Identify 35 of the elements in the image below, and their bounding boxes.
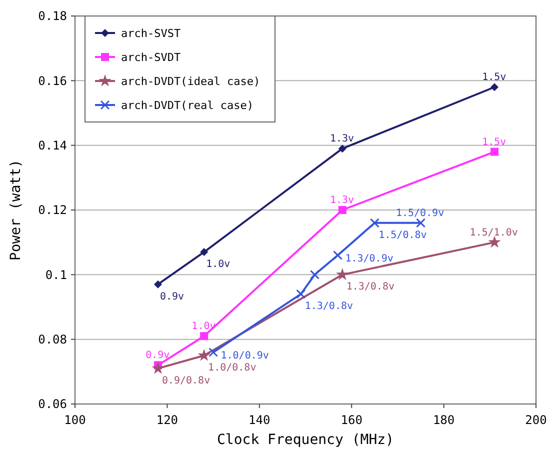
annotation: 1.3v <box>330 134 354 145</box>
x-tick-label: 140 <box>248 413 270 427</box>
x-tick-label: 100 <box>64 413 86 427</box>
legend-label: arch-SVST <box>121 26 181 40</box>
annotation: 1.3v <box>330 195 354 206</box>
y-tick-label: 0.16 <box>38 74 67 88</box>
y-tick-label: 0.1 <box>45 268 67 282</box>
annotation: 1.3/0.8v <box>304 301 354 312</box>
y-axis-title: Power (watt) <box>8 159 24 261</box>
annotation: 1.3/0.8v <box>346 282 395 293</box>
y-tick-label: 0.18 <box>38 9 67 24</box>
annotation: 1.5/1.0v <box>470 227 518 238</box>
y-tick-label: 0.14 <box>38 138 67 153</box>
annotation: 1.5v <box>482 136 506 148</box>
annotation: 1.5/0.8v <box>378 230 427 241</box>
annotation: 1.0/0.8v <box>208 362 256 374</box>
legend-label: arch-DVDT(real case) <box>121 98 254 112</box>
x-tick-label: 160 <box>340 413 362 427</box>
annotation: 0.9/0.8v <box>162 375 210 386</box>
y-tick-label: 0.06 <box>38 397 67 412</box>
x-axis-title: Clock Frequency (MHz) <box>216 432 394 448</box>
annotation: 1.5/0.9v <box>396 208 444 219</box>
annotation: 1.5v <box>482 72 506 84</box>
annotation: 1.0v <box>206 259 230 270</box>
legend-label: arch-SVDT <box>121 50 181 64</box>
legend-label: arch-DVDT(ideal case) <box>121 74 260 88</box>
x-tick-label: 200 <box>525 413 547 427</box>
annotation: 1.0/0.9v <box>220 350 269 362</box>
annotation: 1.3/0.9v <box>345 253 394 264</box>
annotation: 0.9v <box>160 291 184 302</box>
y-tick-label: 0.08 <box>38 332 67 347</box>
annotation: 0.9v <box>146 350 170 362</box>
x-tick-label: 120 <box>156 413 178 427</box>
x-tick-label: 180 <box>432 413 455 427</box>
y-tick-label: 0.12 <box>38 203 67 218</box>
